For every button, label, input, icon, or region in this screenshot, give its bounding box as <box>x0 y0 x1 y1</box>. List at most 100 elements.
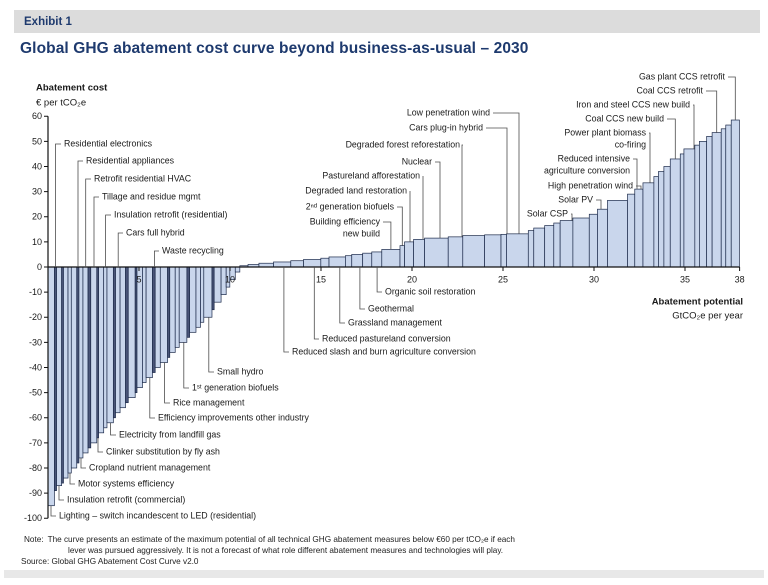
cost-bar <box>607 200 628 268</box>
cost-bar <box>115 266 121 414</box>
measure-label-degraded-forest-reforestation: Degraded forest reforestation <box>346 139 461 149</box>
cost-bar <box>663 166 671 268</box>
cost-bar <box>634 188 644 268</box>
measure-label-coal-ccs-new-build: Coal CCS new build <box>585 113 664 123</box>
measure-label-cars-full-hybrid: Cars full hybrid <box>126 227 185 237</box>
x-tick-label: 35 <box>680 274 690 284</box>
cost-bar <box>462 235 485 268</box>
leader-line-rice-management <box>164 362 170 404</box>
cost-bar <box>658 171 665 268</box>
cost-bar <box>145 266 153 378</box>
cost-bar <box>447 236 464 268</box>
cost-bar <box>711 132 722 268</box>
cost-bar <box>127 266 136 398</box>
cost-bar <box>381 249 401 268</box>
measure-label-residential-appliances: Residential appliances <box>86 155 175 165</box>
cost-bar <box>706 135 713 268</box>
measure-label-retrofit-residential-hvac: Retrofit residential HVAC <box>94 173 192 183</box>
x-axis-title: Abatement potential <box>652 297 743 308</box>
cost-bar <box>142 266 147 383</box>
cost-bar <box>533 227 546 268</box>
y-tick-label: 40 <box>32 161 42 171</box>
x-tick-label: 15 <box>316 274 326 284</box>
x-tick-label: 38 <box>735 274 745 284</box>
measure-label-organic-soil-restoration: Organic soil restoration <box>385 286 476 296</box>
y-tick-label: -20 <box>29 312 42 322</box>
leader-line-electricity-from-landfill-gas <box>110 422 116 436</box>
measure-label-efficiency-improvements-other-industry: Efficiency improvements other industry <box>158 412 310 422</box>
cost-bar <box>484 234 502 268</box>
measure-labels: Residential electronics Residential appli… <box>50 71 736 520</box>
cost-bar <box>169 266 176 353</box>
footnote-prefix: Note: <box>24 535 44 544</box>
cost-bar <box>527 230 535 268</box>
cost-bar <box>669 158 681 268</box>
measure-label-pastureland-afforestation: Pastureland afforestation <box>322 170 420 180</box>
measure-label-small-hydro: Small hydro <box>217 366 264 376</box>
cost-bar <box>154 266 161 368</box>
cost-bar <box>572 217 590 268</box>
cost-bar <box>371 251 383 268</box>
measure-label-lighting-switch-incandescent-to-led-residential: Lighting – switch incandescent to LED (r… <box>59 510 256 520</box>
measure-label-waste-recycling: Waste recycling <box>162 245 224 255</box>
cost-bar <box>730 119 740 268</box>
footnote-text: The curve presents an estimate of the ma… <box>47 535 515 544</box>
measure-label-reduced-pastureland-conversion: Reduced pastureland conversion <box>322 333 451 343</box>
leader-line-efficiency-improvements-other-industry <box>149 377 155 419</box>
y-tick-label: 20 <box>32 212 42 222</box>
cost-bar <box>195 266 201 328</box>
cost-bar <box>178 266 188 343</box>
cost-bar <box>653 176 659 268</box>
measure-label-electricity-from-landfill-gas: Electricity from landfill gas <box>119 429 221 439</box>
measure-label-residential-electronics: Residential electronics <box>64 138 153 148</box>
x-tick-label: 10 <box>225 274 235 284</box>
footnote-line-2: lever was pursued aggressively. It is no… <box>68 546 504 555</box>
measure-label-degraded-land-restoration: Degraded land restoration <box>305 185 407 195</box>
cost-bar <box>136 266 143 388</box>
measure-label-insulation-retrofit-residential: Insulation retrofit (residential) <box>114 209 228 219</box>
cost-bar <box>119 266 126 409</box>
footnote-line-1: Note: The curve presents an estimate of t… <box>24 535 515 544</box>
y-tick-label: -40 <box>29 362 42 372</box>
leader-line-low-penetration-wind <box>493 112 520 234</box>
leader-line-tillage-and-residue-mgmt <box>93 196 99 267</box>
x-tick-label: 5 <box>136 274 141 284</box>
y-tick-label: -50 <box>29 388 42 398</box>
leader-line-insulation-retrofit-residential <box>105 214 111 267</box>
cost-bar <box>103 266 108 429</box>
measure-label-nuclear: Nuclear <box>402 156 432 166</box>
y-tick-label: 50 <box>32 136 42 146</box>
y-tick-label: -60 <box>29 413 42 423</box>
y-tick-label: -30 <box>29 337 42 347</box>
leader-line-reduced-pastureland-conversion <box>313 267 319 340</box>
leader-line-reduced-slash-and-burn-agriculture-conversion <box>283 267 289 353</box>
abatement-cost-curve-chart: 60 50 40 30 20 10 0 -10 -20 -30 -40 -50 -60 -70 -80 -90… <box>0 70 768 532</box>
leader-line-building-efficiency-new-build <box>383 221 392 250</box>
y-tick-label: 10 <box>32 237 42 247</box>
measure-label-rice-management: Rice management <box>173 397 245 407</box>
leader-line-gas-plant-ccs-retrofit <box>728 76 736 120</box>
source-line: Source: Global GHG Abatement Cost Curve … <box>21 557 199 566</box>
cost-bar <box>588 213 598 268</box>
y-tick-label: 60 <box>32 111 42 121</box>
cost-bar <box>273 261 292 268</box>
measure-label-reduced-intensive-agriculture-conversion-line2: agriculture conversion <box>544 165 630 175</box>
leader-line-nuclear <box>435 161 441 239</box>
macc-svg: 60 50 40 30 20 10 0 -10 -20 -30 -40 -50 -60 -70 -80 -90… <box>24 71 745 523</box>
measure-label-tillage-and-residue-mgmt: Tillage and residue mgmt <box>102 191 201 201</box>
cost-bar <box>559 220 574 268</box>
measure-label-geothermal: Geothermal <box>368 303 414 313</box>
cost-bar <box>106 266 114 424</box>
y-axis-unit: € per tCO₂e <box>36 98 86 109</box>
measure-label-high-penetration-wind: High penetration wind <box>548 180 633 190</box>
measure-label-second-generation-biofuels: 2ⁿᵈ generation biofuels <box>306 201 395 211</box>
cost-bar <box>56 266 62 486</box>
cost-bar <box>186 266 190 338</box>
cost-bar <box>78 266 84 459</box>
x-tick-label: 20 <box>407 274 417 284</box>
cost-bar <box>174 266 180 348</box>
measure-label-power-plant-biomass-co-firing-line2: co-firing <box>615 139 646 149</box>
leader-line-solar-pv <box>596 199 602 210</box>
cost-bar <box>303 259 322 268</box>
measure-label-cars-plug-in-hybrid: Cars plug-in hybrid <box>409 122 483 132</box>
